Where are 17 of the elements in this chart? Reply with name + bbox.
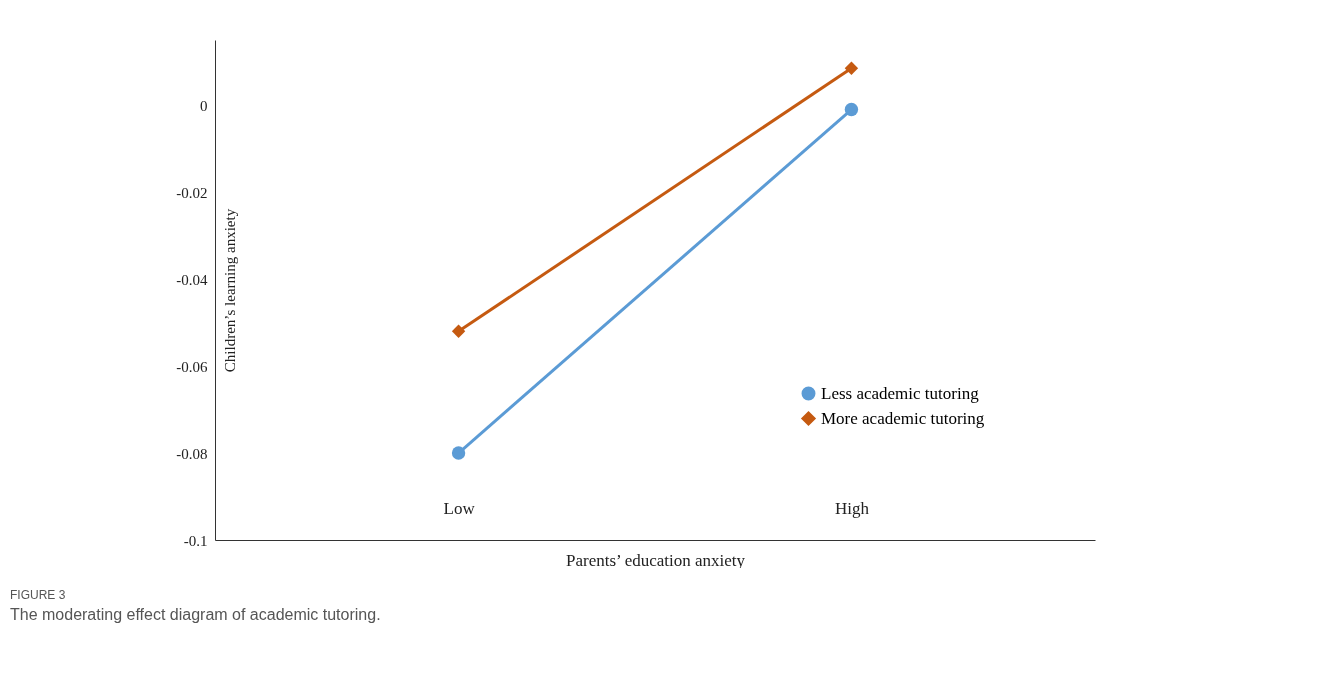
caption: FIGURE 3 xyxy=(10,588,67,602)
text: The moderating effect diagram of academic tutoring. xyxy=(10,606,382,624)
y-tick-label: 0 xyxy=(200,97,208,114)
y-tick-label: -0.08 xyxy=(176,445,208,462)
point xyxy=(451,324,466,339)
legend-label: More academic tutoring xyxy=(821,408,985,428)
point xyxy=(451,446,466,460)
x-tick-label: Low xyxy=(443,498,476,518)
point xyxy=(844,61,859,75)
y-tick-label: -0.1 xyxy=(183,532,208,549)
y-tick-label: -0.04 xyxy=(176,271,208,288)
y-tick-label: -0.02 xyxy=(176,184,208,201)
y-tick-label: -0.06 xyxy=(176,358,208,375)
legend-label: Less academic tutoring xyxy=(821,383,980,403)
x-tick-label: High xyxy=(834,498,870,518)
point xyxy=(844,102,859,117)
y-axis-title: Children’s learning anxiety xyxy=(222,208,239,373)
